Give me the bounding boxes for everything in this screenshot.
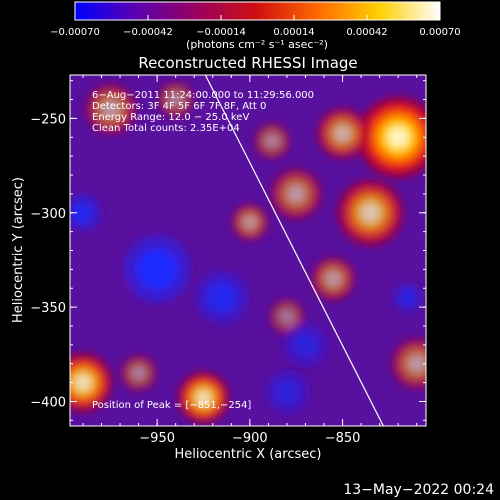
- annotation-line-clean: Clean Total counts: 2.35E+04: [92, 123, 240, 134]
- hot-spot: [316, 107, 369, 160]
- x-axis-label: Heliocentric X (arcsec): [175, 447, 322, 462]
- hot-spot: [120, 354, 158, 392]
- y-tick-label: −350: [30, 301, 66, 316]
- heatmap-layer: [70, 80, 426, 424]
- colorbar-bar: [74, 1, 441, 21]
- colorbar-ticks: −0.00070 −0.00042 −0.00014 0.00014 0.00042 0.…: [50, 15, 461, 38]
- hot-spot: [157, 80, 195, 119]
- annotation-line-energy: Energy Range: 12.0 − 25.0 keV: [92, 112, 249, 123]
- hot-spot: [390, 337, 426, 390]
- colorbar-tick-label: −0.00014: [196, 27, 246, 38]
- y-axis-ticks: −250 −300 −350 −400: [30, 80, 426, 421]
- annotation-line-detectors: Detectors: 3F 4F 5F 6F 7F 8F, Att 0: [92, 101, 266, 112]
- colorbar-tick-label: 0.00042: [346, 27, 387, 38]
- hot-spot: [231, 203, 269, 241]
- annotation-block: 6−Aug−2011 11:24:00.000 to 11:29:56.000 …: [92, 90, 314, 134]
- x-tick-label: −950: [139, 431, 175, 446]
- hot-spot: [357, 96, 426, 179]
- solar-limb-line: [204, 75, 384, 426]
- cold-spot: [196, 271, 249, 324]
- hot-spot: [70, 352, 113, 413]
- annotation-line-time: 6−Aug−2011 11:24:00.000 to 11:29:56.000: [92, 90, 314, 101]
- cold-spot: [283, 322, 328, 368]
- x-tick-label: −850: [325, 431, 361, 446]
- hot-spot: [84, 83, 137, 135]
- x-tick-label: −900: [232, 431, 268, 446]
- colorbar-tick-label: 0.00014: [273, 27, 314, 38]
- plot-area: −950 −900 −850 −250 −300 −350 −400: [30, 74, 427, 446]
- colorbar-label: (photons cm⁻² s⁻¹ asec⁻²): [186, 38, 328, 51]
- hot-spot: [311, 256, 356, 302]
- timestamp: 13−May−2022 00:24: [343, 482, 494, 498]
- y-tick-label: −250: [30, 112, 66, 127]
- peak-position-label: Position of Peak = [−851,−254]: [92, 400, 251, 411]
- hot-spot: [270, 167, 323, 220]
- chart-title: Reconstructed RHESSI Image: [138, 54, 357, 72]
- y-axis-label: Heliocentric Y (arcsec): [11, 177, 26, 323]
- colorbar-tick-label: 0.00070: [419, 27, 460, 38]
- hot-spot: [337, 179, 404, 247]
- cold-spot: [70, 194, 102, 232]
- colorbar-tick-label: −0.00042: [123, 27, 173, 38]
- colorbar-tick-label: −0.00070: [50, 27, 100, 38]
- colorbar: −0.00070 −0.00042 −0.00014 0.00014 0.00042 0.…: [50, 1, 461, 51]
- x-axis-ticks: −950 −900 −850: [82, 75, 418, 446]
- cold-spot: [264, 369, 310, 415]
- hot-spot: [177, 371, 230, 424]
- cold-spot: [392, 282, 423, 313]
- hot-spot: [253, 122, 291, 160]
- y-tick-label: −400: [30, 395, 66, 410]
- y-tick-label: −300: [30, 207, 66, 222]
- cold-spot: [123, 235, 191, 303]
